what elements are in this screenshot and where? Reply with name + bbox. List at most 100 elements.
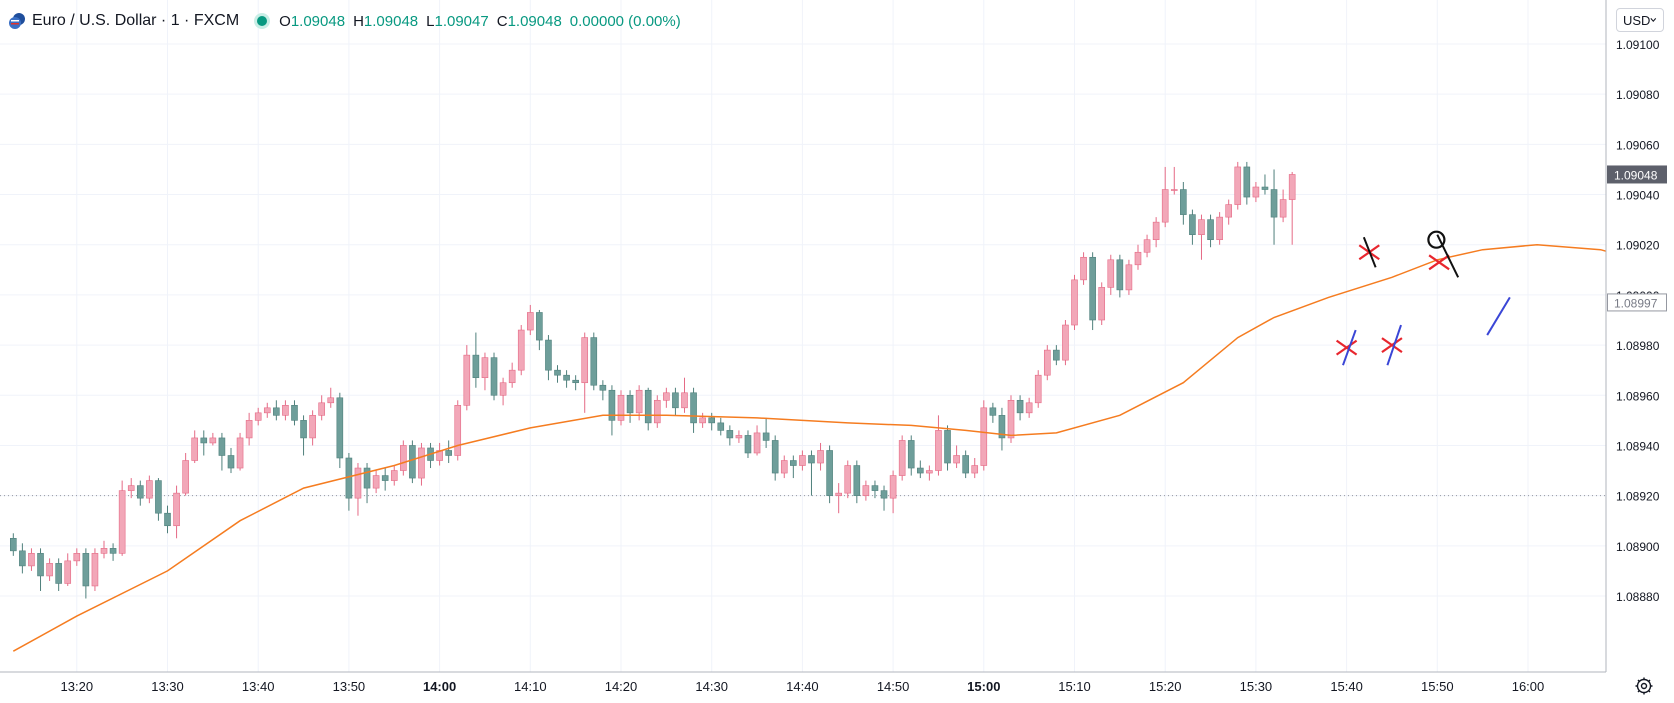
time-tick-label: 14:50 [877, 679, 910, 694]
price-tick-label: 1.09040 [1616, 189, 1660, 203]
candle-body [1053, 349, 1060, 361]
time-tick-label: 15:40 [1330, 679, 1363, 694]
down-candle [717, 417, 725, 436]
candle-body [227, 455, 235, 469]
up-candle [354, 463, 362, 516]
candle-body [744, 435, 752, 454]
candle-body [209, 437, 217, 444]
candle-body [762, 432, 770, 441]
candle-body [653, 399, 661, 424]
up-candle [1107, 254, 1115, 295]
candle-body [1007, 399, 1015, 439]
price-axis[interactable]: 1.08880 1.08900 1.08920 1.08940 1.08960 1.089… [1616, 38, 1660, 604]
candle-body [273, 407, 280, 416]
market-status-dot [257, 16, 268, 26]
down-candle [345, 452, 353, 511]
gear-icon[interactable] [1634, 676, 1654, 696]
up-candle [844, 460, 852, 499]
up-candle [926, 465, 933, 481]
down-candle [472, 332, 480, 388]
candle-body [19, 550, 26, 567]
down-candle [644, 387, 652, 431]
up-candle [635, 385, 643, 421]
candle-body [164, 512, 171, 527]
candle-body [681, 392, 688, 409]
up-candle [91, 548, 99, 591]
time-tick-label: 15:20 [1149, 679, 1182, 694]
candle-body [572, 379, 579, 384]
time-tick-label: 15:10 [1058, 679, 1091, 694]
current-price-label: 1.09048 [1607, 165, 1667, 184]
up-candle [28, 548, 35, 571]
up-candle [1279, 189, 1287, 223]
candle-body [917, 467, 924, 474]
candle-body [1134, 251, 1142, 266]
down-candle [672, 387, 679, 416]
candle-body [907, 440, 915, 469]
down-candle [790, 455, 797, 479]
x-marker [1381, 337, 1403, 353]
candle-body [862, 485, 870, 496]
price-axis-bg [1606, 0, 1674, 672]
candle-body [1170, 189, 1178, 191]
candle-body [690, 392, 697, 424]
candle-body [590, 337, 598, 386]
price-labels: 1.09048 1.08997 [1607, 165, 1667, 312]
time-axis[interactable]: 13:20 13:30 13:40 13:50 14:00 14:10 14:20 14:30… [61, 679, 1545, 694]
candle-body [37, 553, 44, 577]
down-candle [708, 412, 716, 431]
time-tick-label: 15:30 [1240, 679, 1273, 694]
down-candle [771, 435, 779, 481]
candle-body [871, 485, 879, 491]
up-candle [1134, 244, 1142, 270]
up-candle [699, 412, 706, 428]
candle-body [835, 492, 842, 496]
time-tick-label: 13:50 [333, 679, 366, 694]
down-candle [445, 440, 452, 464]
up-candle [735, 430, 743, 443]
x-stroke [1335, 339, 1358, 356]
down-candle [1116, 254, 1124, 298]
candle-body [10, 537, 17, 552]
up-candle [73, 548, 81, 566]
reference-price-label: 1.08997 [1607, 293, 1667, 312]
down-candle [381, 468, 389, 491]
up-candle [1062, 320, 1069, 366]
currency-selector[interactable]: USD [1616, 8, 1664, 32]
down-candle [726, 425, 734, 446]
candle-body [554, 369, 561, 376]
candle-body [953, 455, 960, 464]
candle-body [418, 447, 425, 479]
up-candle [463, 345, 471, 411]
candle-body [146, 480, 153, 499]
candle-body [545, 339, 552, 371]
candle-body [1107, 259, 1115, 288]
candle-body [998, 415, 1006, 439]
up-candle [1098, 282, 1106, 326]
time-tick-label: 13:30 [151, 679, 184, 694]
price-tick-label: 1.08980 [1616, 339, 1660, 353]
up-candle [971, 458, 979, 479]
candle-body [898, 440, 906, 476]
down-candle [907, 435, 915, 476]
candle-body [735, 435, 743, 439]
down-candle [490, 352, 498, 401]
up-candle [127, 478, 135, 499]
moving-average-line [12, 243, 1674, 652]
up-candle [1025, 397, 1033, 418]
down-candle [626, 390, 634, 423]
up-candle [889, 470, 897, 514]
up-candle [282, 400, 289, 421]
up-candle [663, 387, 670, 408]
candle-body [826, 450, 833, 496]
candle-body [1098, 287, 1106, 321]
candle-body [291, 405, 298, 421]
down-candle [1053, 345, 1060, 366]
candle-body [282, 405, 289, 416]
candle-body [626, 394, 634, 414]
candle-body [753, 432, 761, 454]
symbol-title[interactable]: Euro / U.S. Dollar · 1 · FXCM [32, 12, 240, 29]
candle-body [191, 437, 199, 461]
candle-body [309, 415, 316, 439]
